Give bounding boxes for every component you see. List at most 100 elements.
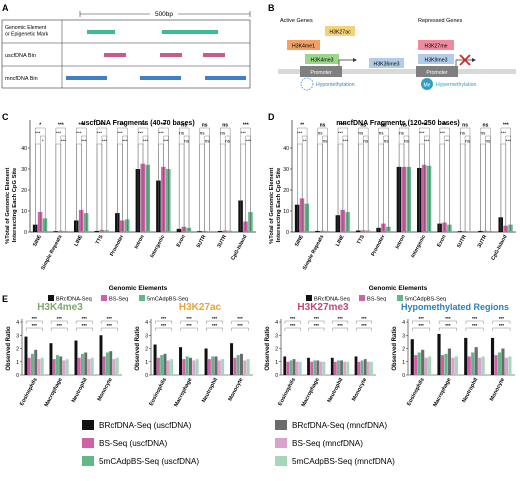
bar-macrophage-3 <box>447 348 452 375</box>
significance-bracket <box>178 143 185 231</box>
bar-macrophage-1 <box>440 355 445 375</box>
significance-label: *** <box>314 323 320 328</box>
bar-eosinophils-0 <box>153 344 157 375</box>
significance-bracket <box>332 320 349 324</box>
significance-bracket <box>199 143 205 231</box>
significance-label: ns <box>360 123 366 129</box>
y-tick-label: 4 <box>402 320 405 326</box>
significance-label: * <box>42 139 44 144</box>
bar-promoter-1 <box>381 223 386 232</box>
significance-bracket <box>485 135 491 231</box>
significance-label: *** <box>290 316 296 321</box>
significance-label: ns <box>465 139 471 144</box>
h3k4me3-label: H3K4me3 <box>310 58 333 64</box>
bar-neutrophil-2 <box>81 353 84 375</box>
bar-macrophage-5 <box>454 356 458 375</box>
significance-bracket <box>465 320 484 324</box>
bar-eosinophils-2 <box>31 353 34 375</box>
significance-label: ns <box>460 131 466 136</box>
chart-c-ylabel: %Total of Genomic Element Intersecting E… <box>5 166 18 244</box>
legend-label: 5mCAdpBS-Seq (mncfDNA) <box>292 457 395 466</box>
repressed-promoter-box <box>416 66 458 77</box>
y-tick-label: 1 <box>16 360 19 366</box>
bar-eosinophils-4 <box>295 361 299 375</box>
significance-bracket <box>240 127 251 231</box>
significance-bracket <box>378 127 389 231</box>
bar-macrophage-2 <box>185 356 189 375</box>
bar-macrophage-3 <box>59 356 63 375</box>
significance-label: ns <box>179 131 185 136</box>
significance-label: *** <box>241 131 247 136</box>
chart-e-ylabel: Observed Ratio <box>135 326 141 371</box>
legend-swatch <box>139 295 145 301</box>
significance-label: ** <box>303 139 307 144</box>
category-label: SINE <box>294 234 305 248</box>
bar-neutrophil-2 <box>211 356 215 375</box>
bar-eosinophils-1 <box>27 357 31 375</box>
significance-label: *** <box>161 123 167 129</box>
significance-label: *** <box>102 139 108 144</box>
repressed-tss-arrow <box>455 59 474 67</box>
bar-monocyte-5 <box>246 359 250 375</box>
repressed-tss-arrowhead <box>472 58 476 62</box>
significance-label: *** <box>78 123 84 129</box>
category-label: Exon <box>436 234 447 248</box>
significance-bracket <box>317 143 323 231</box>
significance-label: *** <box>143 139 149 144</box>
bar-neutrophil-0 <box>330 357 334 375</box>
category-label: LINE <box>335 234 346 248</box>
bar-macrophage-0 <box>179 347 183 375</box>
bar-monocyte-0 <box>230 343 234 375</box>
bar-line-0 <box>73 220 79 232</box>
row-label-genomic-element-line2: or Epigenetic Mark <box>5 32 49 38</box>
significance-label: *** <box>186 316 192 321</box>
significance-bracket <box>444 135 450 231</box>
panel-e-legend: BRcfDNA-Seq (uscfDNA) BS-Seq (uscfDNA) 5mC… <box>82 420 395 466</box>
bar-neutrophil-2 <box>471 352 475 375</box>
significance-bracket <box>155 327 172 331</box>
h3k4me3-mark <box>305 54 339 64</box>
significance-label: *** <box>499 323 505 328</box>
bar-line-1 <box>340 209 345 232</box>
legend-label: BS-Seq <box>109 297 128 303</box>
legend-swatch <box>101 295 107 301</box>
significance-label: *** <box>361 316 367 321</box>
significance-bracket <box>96 127 108 231</box>
chart-c-title: uscfDNA Fragments (40-70 bases) <box>81 120 194 127</box>
category-label: Eosinophils <box>19 377 39 407</box>
significance-label: *** <box>338 131 344 136</box>
chart-e-title: Hypomethylated Regions <box>401 302 509 312</box>
significance-label: *** <box>99 123 105 129</box>
significance-label: *** <box>107 323 113 328</box>
panel-d-letter: D <box>268 112 275 122</box>
bar-monocyte-5 <box>370 361 373 375</box>
significance-label: ns <box>222 123 228 129</box>
bar-eosinophils-2 <box>417 352 421 375</box>
bar-cpg-island-1 <box>243 221 248 232</box>
significance-label: *** <box>338 323 344 328</box>
significance-bracket <box>383 135 389 231</box>
category-label: Promoter <box>370 234 386 257</box>
significance-bracket <box>75 327 93 331</box>
significance-bracket <box>398 127 410 231</box>
bar-macrophage-0 <box>49 343 53 375</box>
bar-neutrophil-3 <box>214 356 218 375</box>
bar-intergenic-1 <box>161 166 166 232</box>
category-label: Neutrophil <box>461 377 479 404</box>
significance-bracket <box>500 127 511 231</box>
significance-label: *** <box>472 316 478 321</box>
significance-bracket <box>492 327 511 331</box>
significance-label: ns <box>379 131 385 136</box>
bar-3utr-0 <box>217 230 223 232</box>
bar-macrophage-3 <box>188 357 193 375</box>
significance-bracket <box>358 127 369 231</box>
h3k9me3-label: H3K9me3 <box>424 58 447 64</box>
scale-bar-label: 500bp <box>155 11 173 18</box>
chart-d-ylabel-line2: Intersecting Each CpG Site <box>276 167 282 242</box>
bar-tts-0 <box>94 230 100 232</box>
legend-label: BRcfDNA-Seq <box>56 297 92 303</box>
significance-bracket <box>117 127 128 231</box>
significance-bracket <box>180 327 198 331</box>
significance-label: ns <box>225 139 231 144</box>
bar-eosinophils-0 <box>283 356 287 375</box>
